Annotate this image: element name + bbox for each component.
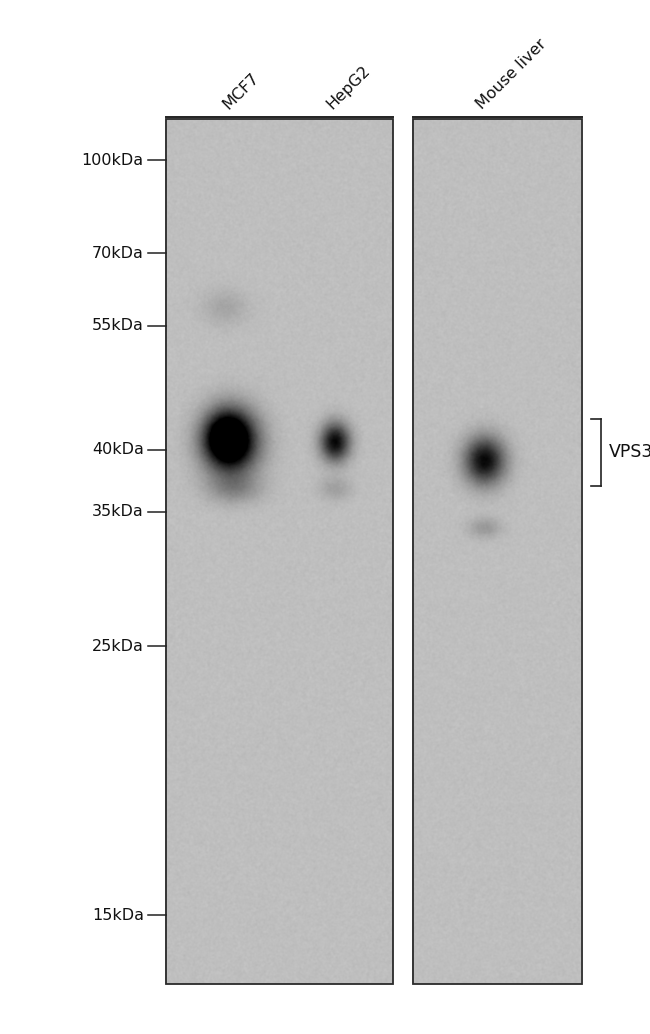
Bar (413, 119, 582, 984)
Text: VPS37A: VPS37A (609, 444, 650, 461)
Bar (166, 119, 393, 984)
Text: 70kDa: 70kDa (92, 246, 144, 261)
Text: 25kDa: 25kDa (92, 639, 144, 653)
Text: MCF7: MCF7 (220, 70, 262, 112)
Text: Mouse liver: Mouse liver (474, 36, 549, 112)
Text: 35kDa: 35kDa (92, 505, 144, 519)
Text: 15kDa: 15kDa (92, 908, 144, 922)
Text: 40kDa: 40kDa (92, 443, 144, 457)
Text: 100kDa: 100kDa (82, 153, 144, 168)
Text: 55kDa: 55kDa (92, 318, 144, 333)
Text: HepG2: HepG2 (324, 63, 374, 112)
